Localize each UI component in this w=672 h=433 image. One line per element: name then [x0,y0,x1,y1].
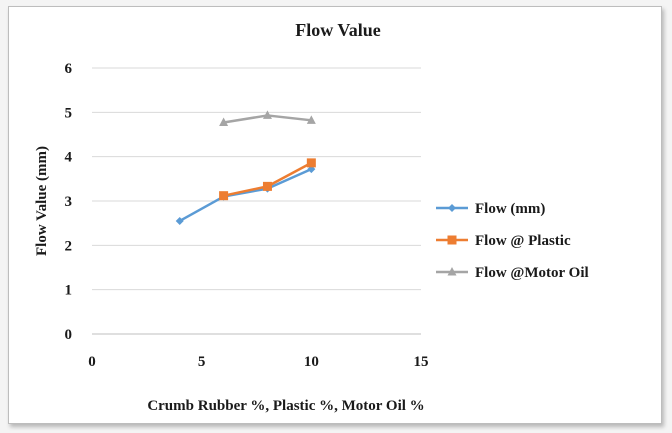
data-point [219,117,229,127]
y-tick-label: 6 [65,61,73,77]
y-tick-label: 0 [65,327,73,343]
data-point [262,181,272,191]
legend-item: Flow @ Plastic [436,233,571,249]
data-point [262,110,272,119]
series-flow-mm [175,165,316,225]
series-line [179,167,312,223]
y-tick-label: 2 [65,238,73,254]
data-point [306,115,316,124]
x-tick-label: 5 [198,354,206,370]
x-axis-title: Crumb Rubber %, Plastic %, Motor Oil % [147,398,424,414]
axes: 0 1 2 3 4 5 6 0 5 10 15 [65,61,429,370]
chart-title: Flow Value [295,20,381,40]
series-layer [175,110,316,225]
legend-marker [447,235,457,245]
series-flow-plastic [219,158,316,201]
y-axis-title: Flow Value (mm) [34,146,50,256]
chart-frame [8,6,662,424]
y-tick-label: 4 [65,150,73,166]
data-point [306,158,316,168]
legend-label: Flow @ Plastic [475,233,571,249]
y-tick-label: 3 [65,194,73,210]
legend: Flow (mm) Flow @ Plastic Flow @Motor Oil [436,201,589,281]
legend-marker [447,267,457,276]
legend-item: Flow (mm) [436,201,545,217]
x-tick-label: 15 [414,354,429,370]
legend-item: Flow @Motor Oil [436,265,589,281]
legend-marker [448,204,456,212]
x-tick-label: 0 [88,354,96,370]
y-tick-label: 1 [65,283,73,299]
legend-label: Flow (mm) [475,201,545,217]
data-point [219,191,229,201]
gridlines [92,67,421,291]
data-point [175,216,184,225]
x-tick-label: 10 [304,354,319,370]
y-tick-label: 5 [65,105,73,121]
legend-label: Flow @Motor Oil [475,265,589,281]
series-flow-motor-oil [219,110,316,127]
